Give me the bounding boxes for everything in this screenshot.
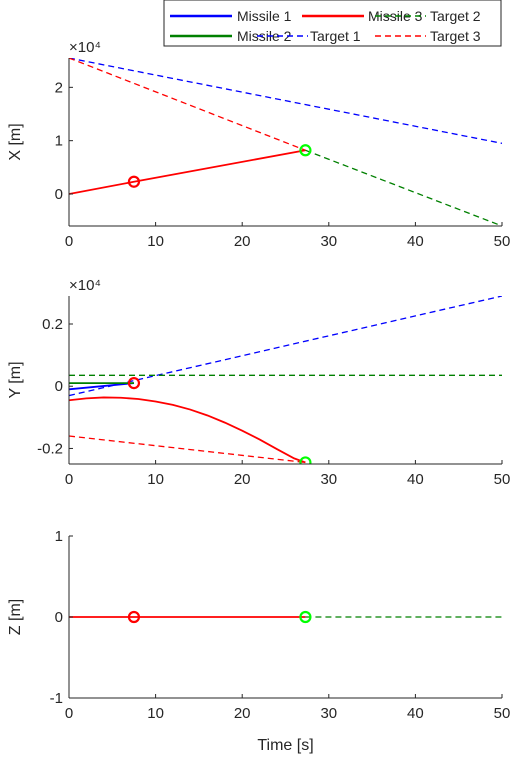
plot-series-group [69,296,502,464]
y-tick-label: 0 [55,186,63,203]
x-tick-label: 50 [494,705,511,722]
y-tick-label: -1 [50,690,63,707]
x-tick-label: 10 [147,471,164,488]
plot-series-group [69,610,502,624]
x-tick-label: 20 [234,471,251,488]
y-axis-exponent: ×10⁴ [69,39,101,56]
series-target-3 [69,58,306,151]
x-tick-label: 0 [65,233,73,250]
legend-label-target-2: Target 2 [430,8,481,24]
x-tick-label: 20 [234,233,251,250]
y-tick-label: -0.2 [37,440,63,457]
x-axis-label: Time [s] [257,737,313,754]
x-tick-label: 50 [494,233,511,250]
y-axis-label: Z [m] [7,599,24,635]
y-axis-exponent: ×10⁴ [69,277,101,294]
x-tick-label: 50 [494,471,511,488]
series-missile-1 [69,382,135,391]
y-tick-label: 1 [55,528,63,545]
series-target-1 [69,58,502,144]
y-tick-label: 0 [55,378,63,395]
legend-label-target-1: Target 1 [310,28,361,44]
legend-label-missile-2: Missile 2 [237,28,292,44]
series-missile-3 [69,396,306,464]
x-tick-label: 30 [320,471,337,488]
intercept-marker-green [299,144,312,157]
legend: Missile 1 Missile 3 Target 2 Missile 2 T… [163,0,502,47]
intercept-marker-green [299,456,312,464]
subplot-x-position: 0 10 20 30 40 50 0 1 2 X [m] ×10⁴ [7,39,510,250]
legend-label-target-3: Target 3 [430,28,481,44]
x-tick-label: 40 [407,471,424,488]
subplot-y-position: 0 10 20 30 40 50-0.200.2Y [m]×10⁴ [7,277,510,488]
x-tick-label: 40 [407,233,424,250]
series-target-2 [305,149,502,226]
plot-series-group [69,58,502,226]
x-tick-label: 40 [407,705,424,722]
x-tick-label: 0 [65,705,73,722]
y-axis-label: X [m] [7,123,24,160]
legend-label-missile-1: Missile 1 [237,8,292,24]
intercept-marker-red [127,175,141,188]
plot-area [69,296,502,464]
x-tick-label: 10 [147,705,164,722]
y-tick-label: 0.2 [42,316,63,333]
y-axis-label: Y [m] [7,361,24,398]
x-tick-label: 20 [234,705,251,722]
intercept-marker-red [127,377,141,390]
y-tick-label: 1 [55,133,63,150]
x-tick-label: 10 [147,233,164,250]
y-tick-label: 2 [55,79,63,96]
x-tick-label: 30 [320,233,337,250]
x-tick-label: 0 [65,471,73,488]
x-tick-label: 30 [320,705,337,722]
y-tick-label: 0 [55,609,63,626]
series-target-1 [69,296,502,397]
intercept-marker-green [299,610,312,624]
series-missile-3 [69,149,306,195]
intercept-marker-red [127,610,141,624]
legend-box [163,0,502,47]
